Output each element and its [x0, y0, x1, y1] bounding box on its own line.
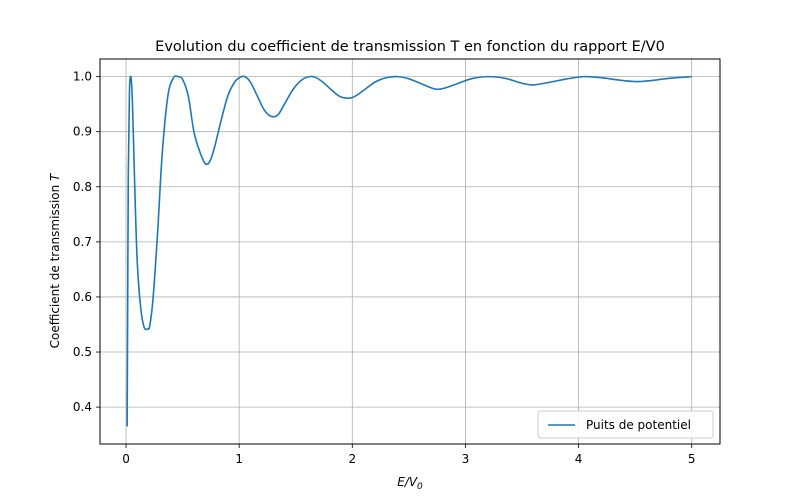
y-axis-label: Coefficient de transmission T	[48, 172, 62, 348]
y-tick-label: 0.9	[73, 125, 92, 139]
y-tick-label: 0.7	[73, 235, 92, 249]
axis-ticks: 0 1 2 3 4 5 0.4 0.5 0.6 0.7 0.8 0.9 1.0	[73, 70, 696, 466]
y-axis-label-var: T	[48, 172, 62, 181]
x-tick-label: 5	[688, 452, 696, 466]
axes-frame	[99, 58, 721, 445]
y-tick-label: 1.0	[73, 70, 92, 84]
y-tick-label: 0.8	[73, 180, 92, 194]
x-axis-label: E/V0	[397, 475, 423, 492]
legend: Puits de potentiel	[537, 410, 714, 439]
x-tick-label: 1	[235, 452, 243, 466]
y-tick-label: 0.4	[73, 400, 92, 414]
series-line	[126, 75, 692, 427]
grid	[100, 59, 720, 444]
x-tick-label: 0	[122, 452, 130, 466]
y-axis-label-text: Coefficient de transmission	[48, 181, 62, 348]
legend-label: Puits de potentiel	[586, 418, 691, 432]
series-lines	[126, 75, 692, 427]
x-tick-label: 2	[348, 452, 356, 466]
x-tick-label: 3	[462, 452, 470, 466]
y-tick-label: 0.5	[73, 345, 92, 359]
x-axis-label-sub: 0	[417, 482, 423, 492]
legend-box	[537, 410, 714, 439]
chart-title: Evolution du coefficient de transmission…	[155, 39, 665, 55]
y-tick-label: 0.6	[73, 290, 92, 304]
x-axis-label-base: E/V	[397, 475, 418, 489]
x-tick-label: 4	[575, 452, 583, 466]
